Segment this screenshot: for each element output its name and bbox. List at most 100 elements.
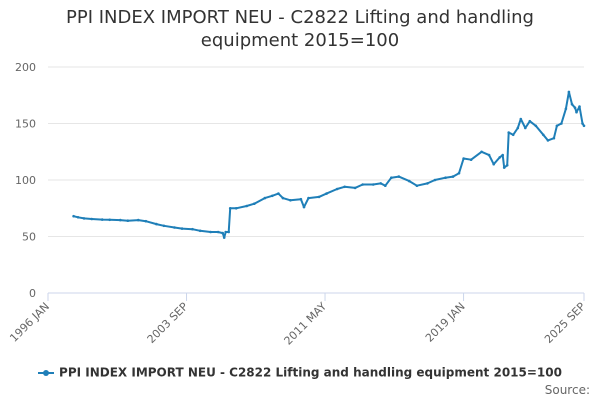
data-point[interactable] <box>415 184 419 187</box>
data-point[interactable] <box>511 133 515 137</box>
data-point[interactable] <box>371 183 375 186</box>
data-point[interactable] <box>480 150 483 154</box>
data-point[interactable] <box>542 133 545 137</box>
data-point[interactable] <box>198 229 202 233</box>
data-point[interactable] <box>507 131 511 134</box>
data-point[interactable] <box>126 219 130 222</box>
data-point[interactable] <box>227 230 230 234</box>
data-point[interactable] <box>72 214 75 218</box>
data-point[interactable] <box>277 192 280 195</box>
data-point[interactable] <box>582 124 586 128</box>
data-point[interactable] <box>253 202 256 205</box>
data-point[interactable] <box>144 219 148 223</box>
y-tick-label: 100 <box>15 174 36 187</box>
data-point[interactable] <box>90 217 93 221</box>
x-axis: 1996 JAN 2003 SEP 2011 MAY 2019 JAN 2025 SEP <box>7 292 588 348</box>
data-point[interactable] <box>555 124 559 128</box>
data-point[interactable] <box>173 226 176 229</box>
data-point[interactable] <box>100 218 104 221</box>
data-point[interactable] <box>524 126 527 130</box>
data-point[interactable] <box>564 107 568 111</box>
chart-title: PPI INDEX IMPORT NEU - C2822 Lifting and… <box>66 7 534 51</box>
data-point[interactable] <box>307 196 310 200</box>
x-tick-label: 2025 SEP <box>542 300 588 346</box>
data-point[interactable] <box>487 153 491 157</box>
data-point[interactable] <box>552 136 556 140</box>
data-point[interactable] <box>444 176 447 179</box>
y-tick-label: 200 <box>15 61 36 74</box>
data-point[interactable] <box>505 164 509 167</box>
data-point[interactable] <box>137 218 140 222</box>
data-point[interactable] <box>343 185 346 189</box>
data-point[interactable] <box>528 119 532 123</box>
data-point[interactable] <box>426 182 429 185</box>
data-point[interactable] <box>462 157 465 160</box>
data-point[interactable] <box>299 197 303 201</box>
x-tick-label: 1996 JAN <box>7 300 52 345</box>
data-point[interactable] <box>317 195 321 199</box>
grid-lines <box>48 66 584 237</box>
data-point[interactable] <box>216 230 220 234</box>
data-point[interactable] <box>384 184 387 187</box>
data-point[interactable] <box>234 207 238 210</box>
data-point[interactable] <box>361 183 365 186</box>
data-point[interactable] <box>534 124 538 128</box>
data-point[interactable] <box>570 103 574 106</box>
x-tick-label: 2011 MAY <box>282 300 330 348</box>
data-point[interactable] <box>108 218 111 222</box>
data-point[interactable] <box>271 194 274 198</box>
y-tick-label: 0 <box>29 287 36 300</box>
data-point[interactable] <box>516 126 520 130</box>
data-point[interactable] <box>263 196 267 200</box>
x-tick-label: 2019 JAN <box>423 300 468 345</box>
data-point[interactable] <box>578 105 581 108</box>
data-point[interactable] <box>224 230 227 234</box>
data-point[interactable] <box>546 139 550 142</box>
data-point[interactable] <box>397 175 401 178</box>
data-point[interactable] <box>492 162 496 166</box>
data-point[interactable] <box>82 217 86 220</box>
data-point[interactable] <box>408 179 411 183</box>
data-point[interactable] <box>502 166 506 169</box>
legend-line-marker-icon <box>38 368 55 378</box>
data-point[interactable] <box>519 117 523 121</box>
data-point[interactable] <box>335 187 339 191</box>
data-point[interactable] <box>180 227 184 230</box>
data-point[interactable] <box>222 236 226 239</box>
data-point[interactable] <box>302 205 306 209</box>
data-point[interactable] <box>209 230 212 234</box>
y-tick-label: 150 <box>15 118 36 131</box>
data-point[interactable] <box>119 218 122 222</box>
x-tick-label: 2003 SEP <box>145 300 191 346</box>
data-point[interactable] <box>469 158 473 161</box>
data-point[interactable] <box>228 207 232 210</box>
data-point[interactable] <box>162 224 166 228</box>
data-point[interactable] <box>581 122 584 125</box>
data-point[interactable] <box>191 227 194 231</box>
source-label: Source: <box>544 383 590 397</box>
data-point[interactable] <box>353 186 357 190</box>
data-point[interactable] <box>379 182 383 185</box>
data-point[interactable] <box>567 90 571 94</box>
data-point[interactable] <box>457 171 461 175</box>
data-point[interactable] <box>281 196 285 200</box>
y-tick-label: 50 <box>22 231 36 244</box>
data-point[interactable] <box>451 175 455 178</box>
data-point[interactable] <box>573 106 577 109</box>
data-point[interactable] <box>560 122 563 125</box>
data-point[interactable] <box>245 204 248 208</box>
legend[interactable]: PPI INDEX IMPORT NEU - C2822 Lifting and… <box>0 365 600 380</box>
data-point[interactable] <box>155 222 158 226</box>
series-line-group[interactable] <box>72 90 586 239</box>
data-point[interactable] <box>325 192 328 195</box>
data-point[interactable] <box>76 216 80 219</box>
data-point[interactable] <box>575 110 578 114</box>
data-point[interactable] <box>498 156 502 159</box>
data-point[interactable] <box>501 153 505 157</box>
y-axis-tick-labels: 0 50 100 150 200 <box>15 61 36 300</box>
data-point[interactable] <box>289 199 292 202</box>
data-point[interactable] <box>390 176 393 179</box>
data-point[interactable] <box>221 231 224 235</box>
data-point[interactable] <box>433 178 437 182</box>
